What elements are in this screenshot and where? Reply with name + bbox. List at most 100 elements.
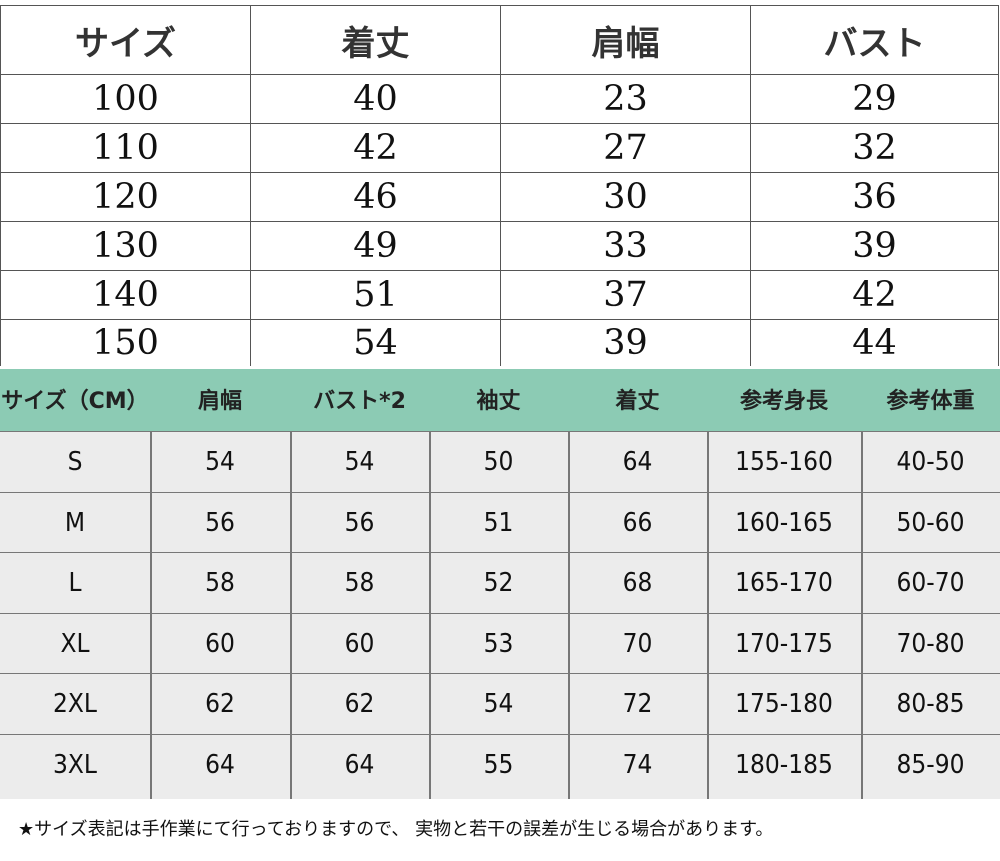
adult-cell-shoulder: 62 xyxy=(205,689,235,719)
adult-size-table: サイズ（CM） 肩幅 バスト*2 袖丈 着丈 参考身長 参考体重 S 54 54 50 64 155-… xyxy=(0,369,1000,799)
kids-cell-shoulder: 37 xyxy=(500,270,751,320)
adult-cell-weight: 40-50 xyxy=(896,447,965,477)
adult-cell-shoulder: 58 xyxy=(205,568,235,598)
adult-cell-sleeve: 50 xyxy=(483,447,514,477)
adult-cell-bust: 56 xyxy=(344,507,375,538)
kids-cell-shoulder: 33 xyxy=(500,221,751,271)
kids-cell-length: 42 xyxy=(250,123,501,173)
column-divider xyxy=(707,431,709,799)
adult-table-body: S 54 54 50 64 155-160 40-50 M 56 56 51 66 160-165 50-… xyxy=(0,431,1000,799)
adult-cell-sleeve: 55 xyxy=(483,749,514,780)
adult-cell-size: XL xyxy=(60,628,90,659)
adult-cell-length: 72 xyxy=(622,689,653,719)
adult-header-row: サイズ（CM） 肩幅 バスト*2 袖丈 着丈 参考身長 参考体重 xyxy=(0,369,1000,431)
kids-cell-shoulder: 39 xyxy=(500,319,751,366)
adult-cell-weight: 50-60 xyxy=(896,507,965,538)
adult-cell-length: 66 xyxy=(622,507,653,538)
kids-cell-size: 120 xyxy=(0,172,251,222)
kids-cell-bust: 44 xyxy=(750,319,999,366)
adult-cell-weight: 60-70 xyxy=(896,568,965,598)
adult-table-row: 3XL 64 64 55 74 180-185 85-90 xyxy=(0,733,1000,795)
adult-cell-size: M xyxy=(64,507,86,538)
kids-cell-length: 46 xyxy=(250,172,501,222)
adult-header-size: サイズ（CM） xyxy=(1,389,149,414)
adult-table-row: M 56 56 51 66 160-165 50-60 xyxy=(0,491,1000,553)
adult-cell-height: 165-170 xyxy=(735,568,833,598)
kids-table-row: 110 42 27 32 xyxy=(0,123,999,173)
kids-cell-bust: 29 xyxy=(750,74,999,124)
adult-cell-length: 70 xyxy=(622,628,653,659)
adult-cell-length: 68 xyxy=(622,568,653,598)
adult-header-shoulder: 肩幅 xyxy=(197,389,242,414)
adult-cell-size: 3XL xyxy=(53,749,97,780)
adult-cell-shoulder: 60 xyxy=(205,628,235,659)
adult-cell-height: 175-180 xyxy=(735,689,833,719)
kids-cell-length: 54 xyxy=(250,319,501,366)
kids-cell-shoulder: 23 xyxy=(500,74,751,124)
kids-cell-bust: 39 xyxy=(750,221,999,271)
adult-cell-height: 180-185 xyxy=(735,749,833,780)
kids-cell-length: 49 xyxy=(250,221,501,271)
adult-header-height: 参考身長 xyxy=(739,389,828,414)
adult-cell-shoulder: 64 xyxy=(205,749,235,780)
adult-cell-weight: 70-80 xyxy=(896,628,965,659)
kids-cell-bust: 42 xyxy=(750,270,999,320)
column-divider xyxy=(429,431,431,799)
adult-cell-bust: 62 xyxy=(344,689,375,719)
kids-cell-size: 150 xyxy=(0,319,251,366)
kids-cell-shoulder: 27 xyxy=(500,123,751,173)
column-divider xyxy=(150,431,152,799)
adult-cell-sleeve: 54 xyxy=(483,689,514,719)
adult-cell-length: 64 xyxy=(622,447,653,477)
adult-cell-bust: 54 xyxy=(344,447,375,477)
adult-header-length: 着丈 xyxy=(615,389,660,414)
kids-header-length: 着丈 xyxy=(250,5,501,75)
kids-table-row: 150 54 39 44 xyxy=(0,319,999,366)
kids-cell-size: 140 xyxy=(0,270,251,320)
adult-cell-height: 170-175 xyxy=(735,628,833,659)
adult-cell-sleeve: 53 xyxy=(483,628,514,659)
kids-cell-bust: 36 xyxy=(750,172,999,222)
kids-cell-size: 130 xyxy=(0,221,251,271)
kids-header-bust: バスト xyxy=(750,5,999,75)
adult-cell-weight: 80-85 xyxy=(896,689,965,719)
adult-cell-sleeve: 52 xyxy=(483,568,514,598)
adult-cell-size: S xyxy=(67,447,83,477)
adult-cell-length: 74 xyxy=(622,749,653,780)
adult-cell-height: 160-165 xyxy=(735,507,833,538)
adult-table-row: S 54 54 50 64 155-160 40-50 xyxy=(0,431,1000,492)
adult-cell-size: 2XL xyxy=(53,689,97,719)
kids-table-row: 120 46 30 36 xyxy=(0,172,999,222)
kids-cell-bust: 32 xyxy=(750,123,999,173)
column-divider xyxy=(290,431,292,799)
adult-table-row: XL 60 60 53 70 170-175 70-80 xyxy=(0,612,1000,674)
adult-cell-bust: 60 xyxy=(344,628,375,659)
kids-table-row: 100 40 23 29 xyxy=(0,74,999,124)
adult-cell-size: L xyxy=(68,568,82,598)
kids-cell-shoulder: 30 xyxy=(500,172,751,222)
kids-size-table-section: サイズ 着丈 肩幅 バスト 100 40 23 29 110 42 27 32 120 46 30 3… xyxy=(0,0,1000,369)
size-note-text: ★サイズ表記は手作業にて行っておりますので、 実物と若干の誤差が生じる場合があり… xyxy=(18,819,774,840)
kids-table-row: 140 51 37 42 xyxy=(0,270,999,320)
kids-cell-size: 110 xyxy=(0,123,251,173)
adult-header-weight: 参考体重 xyxy=(886,389,975,414)
kids-cell-length: 40 xyxy=(250,74,501,124)
adult-cell-height: 155-160 xyxy=(735,447,833,477)
size-note: ★サイズ表記は手作業にて行っておりますので、 実物と若干の誤差が生じる場合があり… xyxy=(0,799,1000,861)
column-divider xyxy=(568,431,570,799)
column-divider xyxy=(861,431,863,799)
kids-header-shoulder: 肩幅 xyxy=(500,5,751,75)
adult-cell-bust: 58 xyxy=(344,568,375,598)
kids-table-row: 130 49 33 39 xyxy=(0,221,999,271)
adult-cell-weight: 85-90 xyxy=(896,749,965,780)
kids-cell-length: 51 xyxy=(250,270,501,320)
adult-table-row: 2XL 62 62 54 72 175-180 80-85 xyxy=(0,673,1000,734)
kids-header-row: サイズ 着丈 肩幅 バスト xyxy=(0,5,999,75)
kids-header-size: サイズ xyxy=(0,5,251,75)
adult-header-sleeve: 袖丈 xyxy=(476,389,521,414)
kids-cell-size: 100 xyxy=(0,74,251,124)
adult-header-bust: バスト*2 xyxy=(313,389,406,414)
adult-cell-shoulder: 54 xyxy=(205,447,235,477)
adult-cell-bust: 64 xyxy=(344,749,375,780)
kids-size-table: サイズ 着丈 肩幅 バスト 100 40 23 29 110 42 27 32 120 46 30 3… xyxy=(0,5,999,366)
